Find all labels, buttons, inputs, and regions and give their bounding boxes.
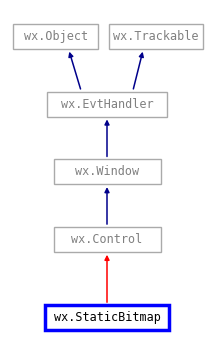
FancyBboxPatch shape	[109, 24, 203, 49]
Text: wx.Control: wx.Control	[71, 233, 143, 246]
FancyBboxPatch shape	[45, 305, 169, 330]
Text: wx.Object: wx.Object	[24, 30, 88, 43]
Text: wx.Window: wx.Window	[75, 165, 139, 178]
Text: wx.Trackable: wx.Trackable	[113, 30, 199, 43]
Text: wx.StaticBitmap: wx.StaticBitmap	[54, 311, 160, 324]
FancyBboxPatch shape	[47, 92, 167, 117]
FancyBboxPatch shape	[54, 227, 160, 252]
FancyBboxPatch shape	[54, 159, 160, 184]
FancyBboxPatch shape	[13, 24, 98, 49]
Text: wx.EvtHandler: wx.EvtHandler	[61, 98, 153, 111]
